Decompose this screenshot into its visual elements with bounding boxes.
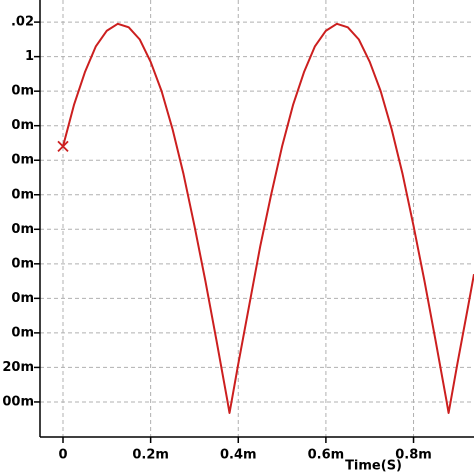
y-tick-label: 0m (11, 222, 34, 237)
y-tick-label: 0m (11, 187, 34, 202)
y-tick-label: 0m (11, 118, 34, 133)
y-tick-label: 0m (11, 153, 34, 168)
cursor-marker (57, 140, 69, 153)
x-tick-label: 0.6m (308, 448, 345, 463)
y-tick-label: 0m (11, 256, 34, 271)
y-tick-label: 0m (11, 84, 34, 99)
x-tick-label: 0 (58, 448, 67, 463)
y-tick-label: 0m (11, 291, 34, 306)
y-tick-label: 00m (2, 394, 34, 409)
x-tick-label: 0.8m (395, 448, 432, 463)
x-tick-label: 0.4m (220, 448, 257, 463)
y-tick-label: .02 (11, 15, 34, 30)
x-axis-label: Time(S) (345, 459, 402, 474)
series-line (62, 22, 474, 414)
y-tick-label: 0m (11, 325, 34, 340)
y-tick-label: 1 (25, 49, 34, 64)
x-tick-label: 0.2m (132, 448, 169, 463)
y-tick-label: 20m (2, 360, 34, 375)
